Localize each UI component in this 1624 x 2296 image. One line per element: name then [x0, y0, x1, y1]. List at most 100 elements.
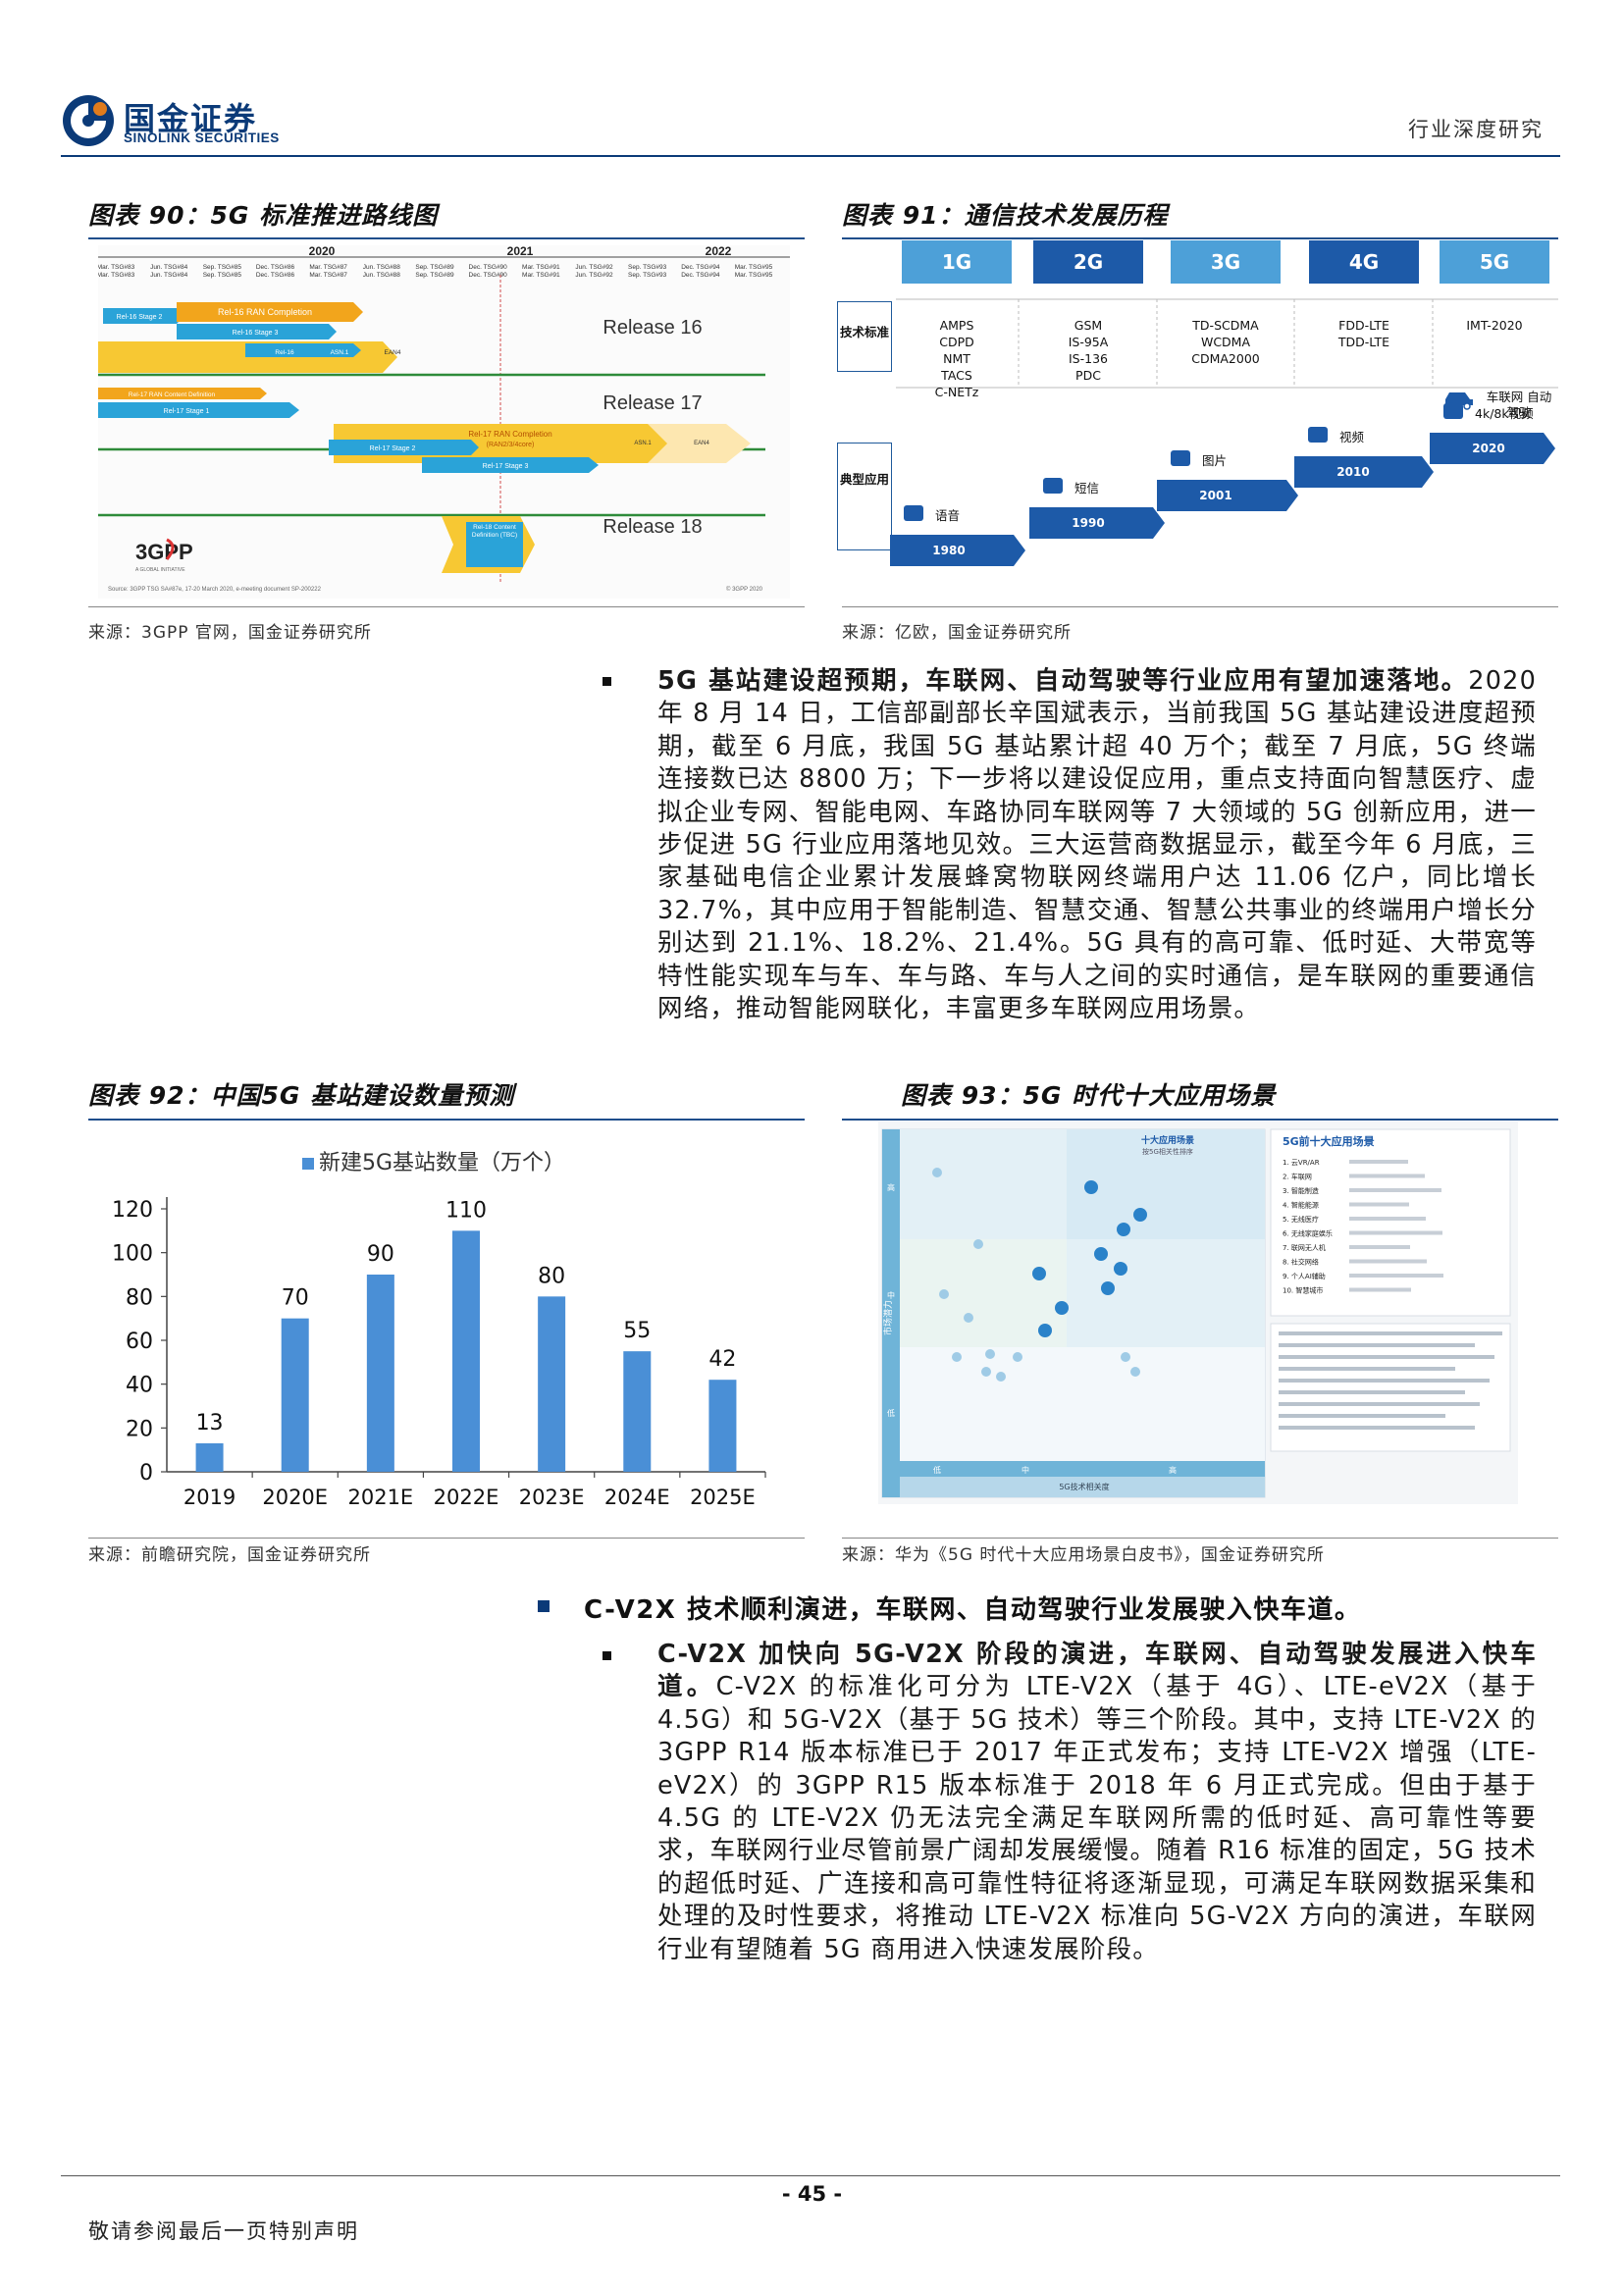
fig93-scenario-dot	[952, 1352, 962, 1362]
fig93-scenario-dot	[996, 1372, 1006, 1382]
bullet-marker	[602, 1651, 611, 1660]
fig93-scenario-dot	[1032, 1267, 1046, 1280]
video-play-icon	[1443, 403, 1463, 419]
fig91-bottom-rule	[842, 606, 1558, 607]
chart-y-tick-label: 40	[126, 1374, 153, 1398]
microphone-icon	[904, 505, 923, 521]
fig93-title: 图表 93：5G 时代十大应用场景	[901, 1081, 1277, 1110]
fig93-scenario-dot	[1101, 1281, 1115, 1295]
fig90-title-rule	[88, 237, 805, 239]
fig93-title-rule	[842, 1119, 1558, 1121]
fig91-tech-item: TD-SCDMA	[1192, 318, 1259, 333]
fig93-list-title: 5G前十大应用场景	[1283, 1134, 1375, 1148]
chart-bar	[623, 1351, 652, 1472]
fig90-meeting-label: Dec. TSG#90	[469, 264, 508, 271]
fig90-bottom-rule	[88, 606, 805, 607]
chart-y-tick-label: 120	[112, 1198, 153, 1223]
chart-x-tick-label: 2020E	[262, 1486, 328, 1509]
section1-lead: 5G 基站建设超预期，车联网、自动驾驶等行业应用有望加速落地。	[657, 666, 1469, 696]
page-number: - 45 -	[781, 2182, 843, 2206]
fig90-bar-rel17-core: (RAN2/3/4core)	[487, 442, 535, 448]
fig90-meeting-label: Sep. TSG#93	[628, 272, 667, 279]
fig93-scenario-dot	[985, 1349, 995, 1359]
section2-paragraph: C-V2X 加快向 5G-V2X 阶段的演进，车联网、自动驾驶发展进入快车道。C…	[657, 1639, 1537, 1966]
fig90-meeting-label: Dec. TSG#90	[469, 272, 508, 279]
fig91-app-year: 1990	[1072, 516, 1105, 530]
chart-bar	[195, 1442, 224, 1472]
fig91-app-year: 2020	[1472, 442, 1505, 455]
fig92-bottom-rule	[88, 1538, 805, 1539]
section2-body: C-V2X 的标准化可分为 LTE-V2X（基于 4G）、LTE-eV2X（基于…	[657, 1672, 1537, 1964]
fig91-tech-item: IMT-2020	[1466, 318, 1523, 333]
fig93-x-high: 高	[1169, 1465, 1177, 1475]
chart-x-tick-label: 2025E	[690, 1486, 756, 1509]
chart-data-label: 80	[538, 1264, 565, 1288]
chart-data-label: 55	[623, 1319, 651, 1343]
fig93-scenario-dot	[1130, 1367, 1140, 1377]
fig93-list-item: 6. 无线家庭娱乐	[1283, 1229, 1333, 1238]
chart-x-tick-label: 2022E	[434, 1486, 499, 1509]
fig91-app-name: 4k/8k视频	[1475, 406, 1534, 421]
fig93-source: 来源：华为《5G 时代十大应用场景白皮书》，国金证券研究所	[842, 1545, 1325, 1565]
fig90-meeting-label: Sep. TSG#89	[415, 264, 454, 271]
fig90-bar-rel16-asn: ASN.1	[331, 349, 349, 356]
chart-data-label: 42	[708, 1347, 736, 1372]
chart-bar	[281, 1318, 309, 1472]
fig90-bar-rel16-stage2: Rel-16 Stage 2	[117, 314, 163, 321]
fig90-release-16: Release 16	[602, 317, 702, 339]
fig91-tech-item: C-NETz	[934, 385, 979, 399]
chart-x-tick-label: 2023E	[519, 1486, 585, 1509]
fig91-app-year: 1980	[932, 544, 966, 557]
chart-bar	[708, 1380, 737, 1472]
fig93-scenario-image: 市场潜力 高 中 低 低 中 高 5G技术相关度 十大应用场景 按5G相关性排序…	[878, 1122, 1518, 1504]
fig90-bar-rel16-stage3: Rel-16 Stage 3	[233, 330, 279, 337]
fig93-scenario-dot	[973, 1239, 983, 1249]
fig91-gen-5g: 5G	[1440, 240, 1549, 284]
logo-chinese-name: 国金证券	[124, 100, 258, 137]
fig91-app-year: 2010	[1336, 465, 1370, 479]
fig90-meeting-label: Mar. TSG#91	[522, 264, 560, 271]
fig91-tech-history-diagram: 1G 2G 3G 4G 5G 技术标准 典型应用 AMPS CDPD NMT TACS C-NE…	[837, 240, 1558, 603]
fig91-car-app: 车联网 自动驾驶	[1486, 390, 1552, 420]
company-logo-icon	[61, 93, 116, 148]
fig93-scenario-dot	[1013, 1352, 1022, 1362]
fig90-bar-rel17-stage2: Rel-17 Stage 2	[370, 445, 416, 452]
fig91-tech-item: WCDMA	[1200, 335, 1251, 349]
chart-y-tick-label: 80	[126, 1285, 153, 1310]
fig90-meeting-label: Dec. TSG#86	[256, 272, 295, 279]
fig91-tech-item: CDPD	[939, 335, 974, 349]
section1-body: 2020 年 8 月 14 日，工信部副部长辛国斌表示，当前我国 5G 基站建设…	[657, 666, 1537, 1024]
fig93-scenario-dot	[1038, 1324, 1052, 1337]
fig93-list-item: 9. 个人AI辅助	[1283, 1272, 1326, 1280]
chart-data-label: 13	[196, 1411, 224, 1435]
report-type: 行业深度研究	[1408, 118, 1544, 141]
fig90-bar-rel16-ean: EAN4	[385, 349, 401, 356]
fig91-source: 来源：亿欧，国金证券研究所	[842, 623, 1072, 643]
fig93-list-item: 4. 智能能源	[1283, 1201, 1319, 1210]
fig93-y-mid: 中	[887, 1290, 895, 1300]
fig91-app-name: 语音	[935, 508, 961, 523]
fig90-meeting-label: Mar. TSG#95	[735, 272, 773, 279]
fig91-gen-2g: 2G	[1033, 240, 1143, 284]
fig90-meeting-label: Jun. TSG#88	[363, 264, 401, 271]
fig93-list-item: 2. 车联网	[1283, 1173, 1312, 1181]
fig90-footnote: Source: 3GPP TSG SA#87e, 17-20 March 202…	[108, 587, 322, 593]
fig90-meeting-label: Sep. TSG#93	[628, 264, 667, 271]
chart-y-tick-label: 60	[126, 1330, 153, 1354]
fig93-scenario-dot	[1094, 1247, 1108, 1261]
fig93-scenario-dot	[1084, 1180, 1098, 1194]
fig90-meeting-label: Sep. TSG#85	[203, 272, 242, 279]
fig91-tech-item: FDD-LTE	[1338, 318, 1389, 333]
fig90-meeting-label: Mar. TSG#87	[309, 264, 347, 271]
fig91-tech-item: IS-136	[1069, 351, 1108, 366]
fig90-year-2020: 2020	[309, 245, 336, 258]
chart-y-tick-label: 0	[139, 1461, 153, 1486]
header-divider	[61, 155, 1560, 157]
fig90-roadmap-image: 2020 2021 2022 Mar. TSG#83 Mar. TSG#83 Jun…	[98, 245, 790, 599]
chart-bar	[452, 1230, 480, 1472]
fig90-bar-rel17-stage3: Rel-17 Stage 3	[483, 463, 529, 470]
fig93-list-item: 1. 云VR/AR	[1283, 1159, 1320, 1167]
chart-bar	[366, 1275, 394, 1472]
fig93-x-mid: 中	[1022, 1465, 1029, 1475]
video-icon	[1308, 427, 1328, 443]
